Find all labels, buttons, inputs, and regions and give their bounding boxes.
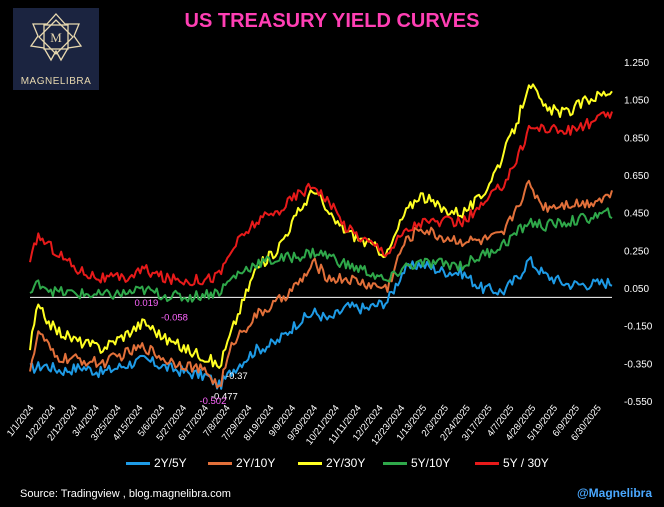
legend: 2Y/5Y 2Y/10Y 2Y/30Y 5Y/10Y 5Y / 30Y — [0, 456, 664, 474]
series-line-2y-5y — [29, 256, 613, 390]
legend-label: 2Y/30Y — [326, 456, 366, 470]
legend-item: 5Y / 30Y — [475, 456, 549, 470]
data-annotation: -0.477 — [211, 391, 238, 402]
y-tick-label: 0.850 — [624, 133, 649, 144]
legend-swatch — [126, 462, 150, 466]
legend-swatch — [208, 462, 232, 466]
legend-item: 5Y/10Y — [383, 456, 450, 470]
y-tick-label: 1.250 — [624, 58, 649, 69]
legend-swatch — [298, 462, 322, 466]
y-tick-label: -0.350 — [624, 359, 653, 370]
series-line-2y-10y — [29, 179, 613, 389]
data-annotation: -0.502 — [199, 396, 226, 407]
series-line-2y-30y — [29, 83, 613, 369]
twitter-handle[interactable]: @Magnelibra — [576, 486, 652, 500]
logo-text: MAGNELIBRA — [20, 76, 92, 87]
chart-title: US TREASURY YIELD CURVES — [184, 10, 480, 32]
y-tick-label: 0.250 — [624, 246, 649, 257]
legend-label: 5Y / 30Y — [503, 456, 549, 470]
y-tick-label: 0.450 — [624, 209, 649, 220]
y-tick-label: 0.050 — [624, 284, 649, 295]
svg-text:M: M — [50, 30, 62, 45]
legend-label: 2Y/10Y — [236, 456, 276, 470]
legend-item: 2Y/5Y — [126, 456, 187, 470]
series-line-5y-30y — [29, 111, 613, 287]
legend-item: 2Y/30Y — [298, 456, 365, 470]
data-annotation: -0.37 — [226, 371, 248, 382]
legend-label: 5Y/10Y — [411, 456, 451, 470]
legend-label: 2Y/5Y — [154, 456, 187, 470]
legend-item: 2Y/10Y — [208, 456, 275, 470]
data-annotation: -0.058 — [161, 312, 188, 323]
legend-swatch — [383, 462, 407, 466]
y-tick-label: -0.550 — [624, 397, 653, 408]
legend-swatch — [475, 462, 499, 466]
source-note: Source: Tradingview , blog.magnelibra.co… — [20, 488, 231, 500]
magnelibra-logo: M MAGNELIBRA — [13, 8, 99, 90]
y-tick-label: 1.050 — [624, 96, 649, 107]
y-tick-label: 0.650 — [624, 171, 649, 182]
data-annotation: 0.019 — [135, 298, 159, 309]
series-line-5y-10y — [29, 207, 613, 303]
y-tick-label: -0.150 — [624, 322, 653, 333]
star-emblem-icon: M — [29, 13, 83, 62]
